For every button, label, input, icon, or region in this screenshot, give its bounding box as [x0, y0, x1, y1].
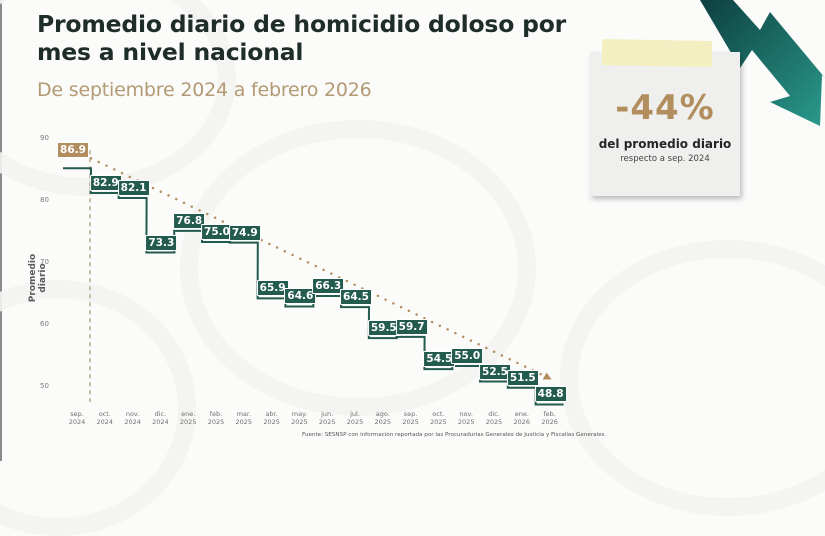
y-tick: 70: [40, 258, 49, 266]
value-label: 59.7: [395, 318, 428, 335]
x-tick: nov. 2024: [124, 410, 141, 426]
value-label: 86.9: [57, 142, 89, 159]
x-tick: jun. 2025: [318, 410, 336, 426]
x-tick: ene. 2026: [513, 410, 531, 426]
value-label: 59.5: [367, 320, 400, 337]
x-tick: mar. 2025: [235, 410, 253, 426]
value-label: 48.8: [534, 386, 567, 403]
value-label: 73.3: [145, 234, 178, 251]
value-label: 64.6: [284, 288, 317, 305]
chart-subtitle: De septiembre 2024 a febrero 2026: [37, 79, 372, 101]
value-label: 75.0: [201, 224, 233, 240]
x-tick: jul. 2025: [346, 410, 364, 426]
window-left-border: [0, 0, 2, 461]
y-tick: 90: [40, 134, 49, 142]
x-tick: sep. 2024: [68, 410, 86, 426]
value-label: 52.5: [479, 363, 511, 380]
callout-percentage: -44%: [615, 88, 715, 128]
value-label: 82.1: [117, 179, 150, 196]
value-label: 66.3: [312, 277, 345, 294]
trend-down-arrow-icon: [700, 0, 825, 126]
x-tick: may. 2025: [291, 410, 308, 426]
x-tick: dic. 2025: [485, 410, 503, 426]
value-label: 64.5: [340, 289, 372, 306]
x-tick: dic. 2024: [152, 410, 169, 426]
x-tick: ene. 2025: [179, 410, 197, 426]
x-tick: sep. 2025: [402, 410, 419, 426]
step-chart-plot: [63, 150, 564, 406]
value-label: 76.8: [173, 212, 206, 229]
callout-note: -44% del promedio diario respecto a sep.…: [590, 52, 740, 196]
x-tick: nov. 2025: [457, 410, 475, 426]
value-label: 54.5: [423, 351, 456, 368]
value-label: 74.9: [228, 224, 261, 241]
x-tick: feb. 2025: [207, 410, 225, 426]
source-note: Fuente: SESNSP con información reportada…: [302, 432, 607, 438]
callout-line2: respecto a sep. 2024: [620, 154, 710, 164]
x-tick: abr. 2025: [263, 410, 280, 426]
value-label: 51.5: [506, 369, 539, 386]
x-tick: oct. 2025: [430, 410, 447, 426]
x-tick: feb. 2026: [541, 410, 558, 426]
value-label: 65.9: [256, 280, 289, 297]
x-tick: ago. 2025: [374, 410, 392, 426]
y-tick: 80: [40, 196, 49, 204]
chart-title: Promedio diario de homicidio doloso por …: [37, 10, 567, 66]
value-label: 55.0: [451, 348, 484, 364]
callout-line1: del promedio diario: [598, 137, 732, 151]
x-tick: oct. 2024: [96, 410, 114, 426]
y-tick: 50: [40, 382, 49, 390]
y-tick: 60: [40, 320, 49, 328]
